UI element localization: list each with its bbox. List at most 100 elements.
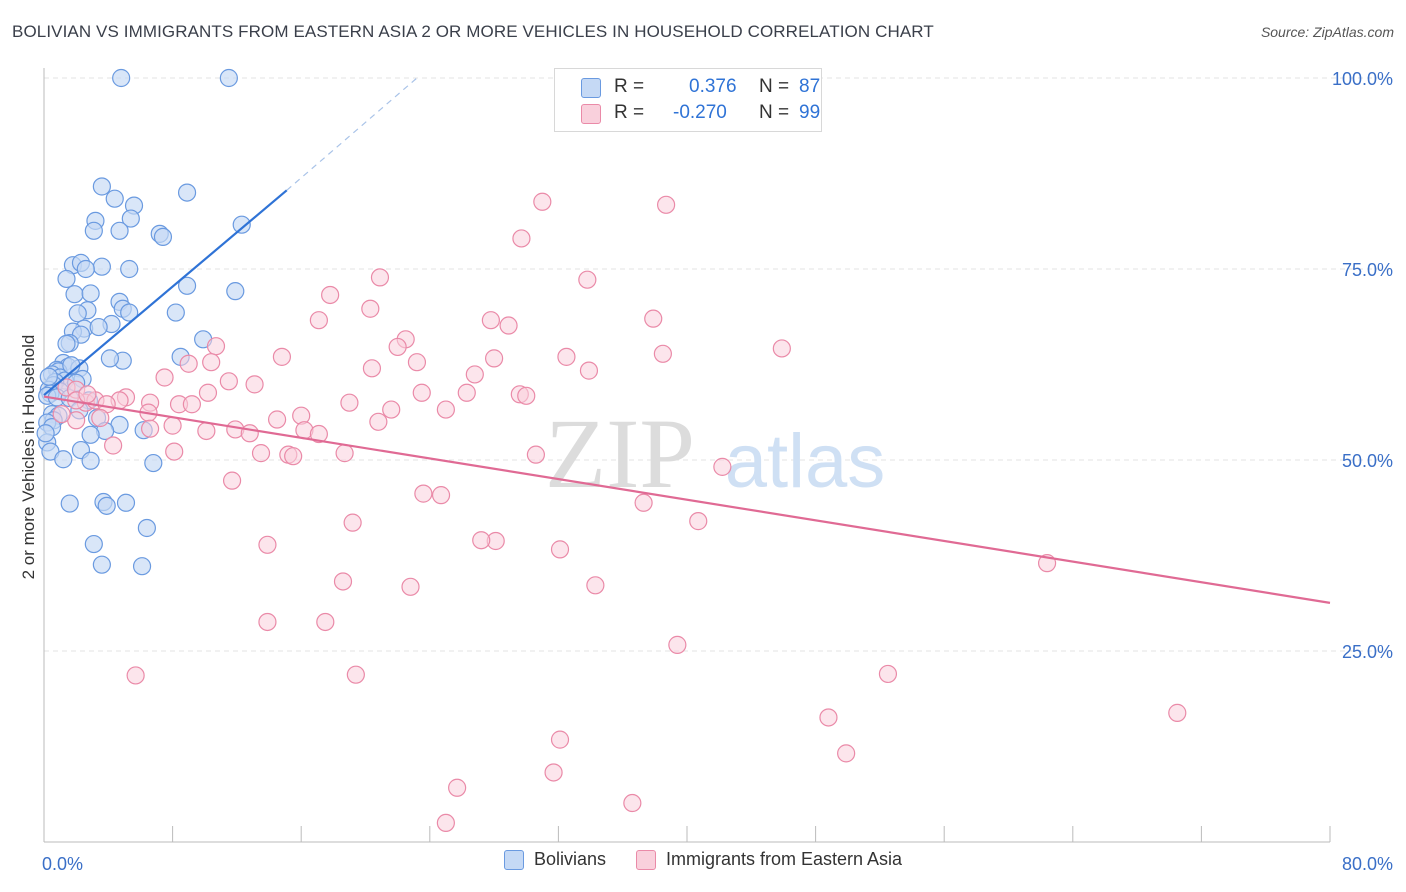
data-point-eastern-asia — [634, 493, 653, 512]
data-point-bolivians — [81, 451, 100, 470]
data-point-eastern-asia — [140, 419, 160, 438]
data-point-eastern-asia — [206, 337, 226, 356]
data-point-bolivians — [84, 534, 103, 554]
data-point-eastern-asia — [251, 444, 271, 463]
data-point-eastern-asia — [369, 412, 388, 431]
data-point-eastern-asia — [586, 576, 605, 595]
data-point-eastern-asia — [222, 471, 242, 490]
data-point-bolivians — [92, 177, 111, 196]
data-point-eastern-asia — [202, 353, 221, 372]
data-point-eastern-asia — [653, 344, 672, 363]
n-label: N = — [759, 76, 790, 97]
data-point-eastern-asia — [309, 311, 328, 330]
watermark-zip: ZIP — [545, 398, 695, 509]
data-point-bolivians — [166, 303, 185, 322]
data-point-eastern-asia — [819, 708, 838, 727]
tick-labels: 25.0% 50.0% 75.0% 100.0% 0.0% 80.0% — [42, 69, 1393, 874]
data-point-bolivians — [177, 276, 197, 295]
data-point-bolivians — [153, 227, 173, 247]
legend-label: Bolivians — [533, 849, 606, 869]
data-point-eastern-asia — [240, 424, 259, 443]
legend-item-eastern-asia[interactable]: Immigrants from Eastern Asia — [635, 849, 903, 870]
data-point-bolivians — [76, 259, 95, 279]
grid-lines — [44, 77, 1392, 652]
data-point-eastern-asia — [370, 268, 390, 287]
data-point-eastern-asia — [837, 744, 856, 763]
pink-swatch — [581, 104, 601, 124]
y-axis-label: 2 or more Vehicles in Household — [19, 335, 38, 580]
data-point-eastern-asia — [52, 405, 71, 424]
trend-extension-bolivians — [286, 77, 418, 191]
data-point-eastern-asia — [1168, 703, 1187, 722]
data-point-bolivians — [60, 494, 79, 513]
data-point-bolivians — [92, 555, 111, 574]
data-point-eastern-asia — [579, 361, 599, 380]
data-point-eastern-asia — [517, 386, 536, 405]
data-point-eastern-asia — [414, 484, 433, 503]
trend-line-bolivians — [43, 189, 288, 396]
data-point-eastern-asia — [309, 424, 328, 444]
data-point-eastern-asia — [126, 666, 145, 685]
data-point-eastern-asia — [382, 400, 401, 419]
data-point-eastern-asia — [657, 195, 676, 214]
data-point-bolivians — [105, 189, 124, 208]
data-point-eastern-asia — [284, 447, 303, 466]
data-point-bolivians — [120, 303, 139, 322]
data-point-eastern-asia — [343, 513, 362, 532]
data-point-eastern-asia — [316, 612, 335, 632]
x-tick-label: 80.0% — [1342, 854, 1393, 874]
data-point-eastern-asia — [557, 347, 576, 366]
data-point-eastern-asia — [179, 354, 198, 373]
chart-source: Source: ZipAtlas.com — [1260, 24, 1394, 40]
data-point-eastern-asia — [197, 421, 216, 441]
legend-swatch-pink — [635, 849, 656, 870]
watermark: ZIP atlas — [545, 398, 885, 509]
data-point-eastern-asia — [258, 612, 277, 632]
data-point-eastern-asia — [333, 572, 353, 591]
data-point-eastern-asia — [321, 285, 340, 305]
data-point-eastern-asia — [772, 339, 791, 358]
data-point-bolivians — [81, 425, 100, 444]
data-point-bolivians — [92, 257, 111, 276]
data-point-eastern-asia — [499, 316, 518, 335]
data-point-bolivians — [116, 493, 136, 512]
data-point-eastern-asia — [878, 664, 898, 684]
data-point-eastern-asia — [644, 309, 663, 328]
data-point-eastern-asia — [340, 393, 359, 412]
data-point-eastern-asia — [689, 512, 708, 531]
legend-swatch-blue — [503, 849, 524, 870]
legend-label: Immigrants from Eastern Asia — [665, 849, 903, 869]
series-bolivians — [36, 68, 251, 576]
legend-item-bolivians[interactable]: Bolivians — [503, 849, 606, 870]
data-point-eastern-asia — [436, 400, 455, 419]
n-value: 99 — [799, 102, 821, 123]
y-tick-label: 25.0% — [1342, 642, 1393, 662]
y-tick-label: 75.0% — [1342, 260, 1393, 280]
data-point-eastern-asia — [457, 383, 476, 402]
data-point-eastern-asia — [219, 372, 238, 391]
n-label: N = — [759, 102, 790, 123]
data-point-bolivians — [57, 269, 76, 289]
data-point-bolivians — [68, 304, 87, 323]
data-point-eastern-asia — [407, 353, 427, 372]
data-point-eastern-asia — [346, 665, 365, 684]
data-point-bolivians — [112, 68, 131, 88]
data-point-eastern-asia — [362, 359, 382, 378]
series-eastern-asia — [52, 68, 1187, 833]
data-point-eastern-asia — [713, 457, 732, 476]
y-tick-label: 50.0% — [1342, 451, 1393, 471]
data-point-bolivians — [232, 215, 251, 234]
data-point-bolivians — [57, 334, 76, 353]
data-point-bolivians — [39, 367, 58, 386]
blue-swatch — [581, 78, 601, 98]
data-point-bolivians — [81, 284, 100, 303]
data-point-eastern-asia — [448, 778, 467, 797]
data-point-eastern-asia — [533, 192, 552, 211]
n-value: 87 — [799, 76, 821, 97]
data-point-bolivians — [97, 496, 116, 515]
data-point-bolivians — [226, 282, 245, 301]
data-point-bolivians — [219, 68, 238, 88]
data-point-bolivians — [177, 183, 197, 202]
data-point-eastern-asia — [245, 375, 264, 394]
data-point-bolivians — [144, 453, 163, 473]
